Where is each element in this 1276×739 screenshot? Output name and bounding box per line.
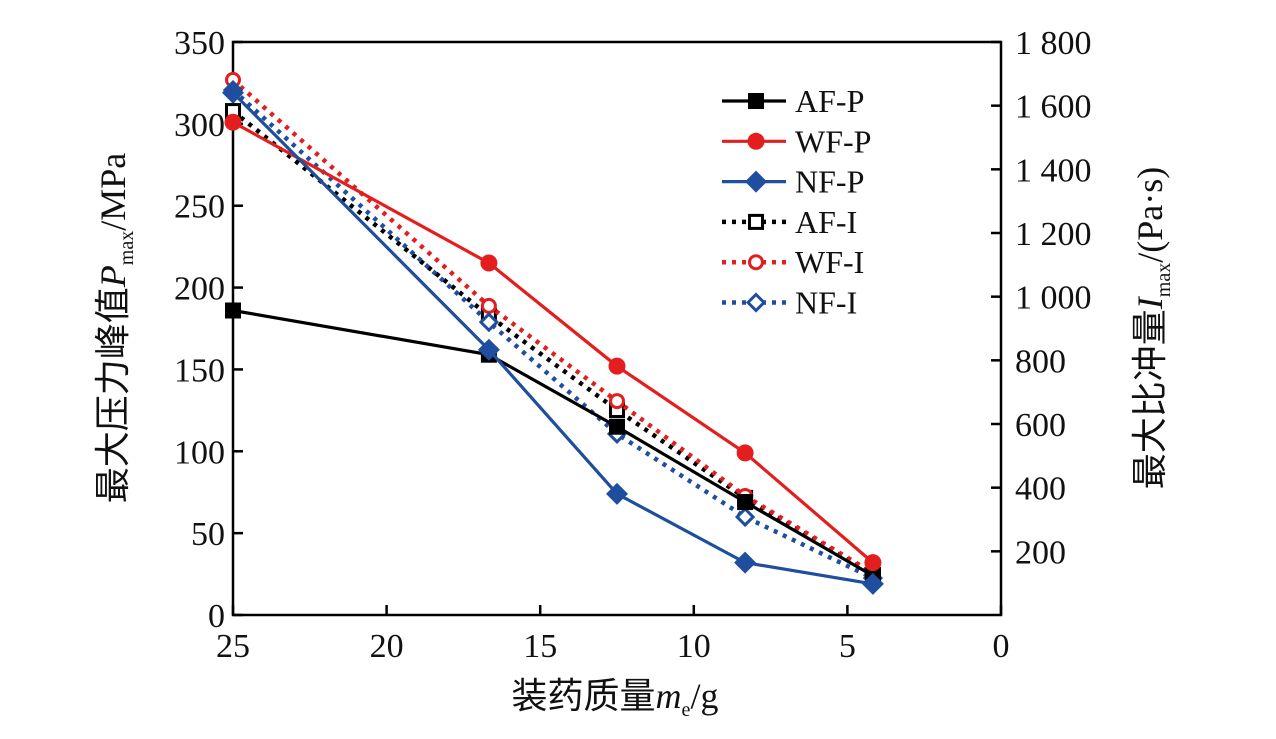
legend-marker	[748, 213, 764, 230]
legend-marker	[747, 132, 765, 150]
legend-item-af-p: AF-P	[722, 83, 864, 119]
data-point-wf-p	[736, 444, 754, 462]
legend-marker	[748, 254, 764, 271]
series-nf-p	[222, 81, 884, 595]
series-nf-i	[222, 79, 884, 589]
legend-item-wf-p: WF-P	[722, 123, 871, 159]
series-wf-p	[224, 113, 882, 572]
left-y-tick-label: 250	[174, 189, 225, 226]
x-tick-label: 0	[993, 628, 1010, 665]
right-y-tick-label: 1 600	[1015, 89, 1092, 126]
data-point-nf-p	[477, 338, 500, 361]
right-y-tick-label: 800	[1015, 343, 1066, 380]
legend-marker	[745, 292, 767, 313]
data-point-nf-p	[222, 81, 244, 104]
right-y-tick-label: 1 000	[1015, 280, 1092, 317]
left-y-tick-label: 100	[174, 434, 225, 471]
legend-label: WF-P	[795, 123, 871, 159]
series-group	[222, 71, 884, 595]
axes: 25 20 15 10 5 0050100150200250300350200400600…	[174, 25, 1092, 665]
left-y-tick-label: 50	[191, 516, 225, 553]
left-y-tick-label: 300	[174, 107, 225, 144]
data-point-wf-i	[609, 393, 625, 410]
series-line-nf-i	[231, 88, 874, 581]
data-point-nf-p	[861, 572, 884, 595]
series-line-af-p	[232, 308, 874, 578]
right-y-tick-label: 1 800	[1015, 25, 1092, 62]
legend-label: WF-I	[795, 244, 864, 280]
legend-marker	[748, 93, 764, 109]
data-point-af-p	[225, 302, 241, 319]
x-axis-title: 装药质量me/g	[512, 676, 719, 721]
data-point-nf-p	[606, 482, 628, 505]
data-point-wf-p	[480, 254, 498, 272]
data-point-wf-p	[224, 113, 242, 131]
x-tick-label: 25	[216, 628, 250, 665]
legend-label: NF-I	[795, 285, 857, 321]
x-tick-label: 15	[523, 628, 557, 665]
left-y-axis-title: 最大压力峰值Pmax/MPa	[93, 153, 138, 503]
left-y-tick-label: 350	[174, 25, 225, 62]
right-y-tick-label: 400	[1015, 471, 1066, 508]
x-tick-label: 5	[839, 628, 856, 665]
plot-frame	[231, 40, 1003, 617]
series-line-nf-p	[231, 91, 874, 586]
data-point-wf-p	[608, 357, 626, 375]
legend-item-nf-i: NF-I	[722, 285, 857, 321]
data-point-nf-i	[478, 312, 500, 333]
legend-marker	[745, 170, 767, 193]
legend-label: AF-P	[795, 83, 864, 119]
right-y-tick-label: 200	[1015, 534, 1066, 571]
data-point-af-p	[609, 418, 625, 435]
x-tick-label: 10	[677, 628, 711, 665]
x-tick-label: 20	[370, 628, 404, 665]
data-point-wf-i	[480, 297, 497, 314]
left-y-tick-label: 150	[174, 352, 225, 389]
right-y-tick-label: 1 200	[1015, 216, 1092, 253]
legend-item-nf-p: NF-P	[722, 164, 864, 200]
legend-label: AF-I	[795, 204, 857, 240]
data-point-nf-p	[734, 551, 757, 574]
data-point-nf-i	[734, 506, 756, 528]
right-y-axis-title: 最大比冲量Imax/(Pa·s)	[1130, 167, 1175, 489]
series-af-i	[225, 103, 881, 583]
legend-item-af-i: AF-I	[722, 204, 857, 240]
legend-item-wf-i: WF-I	[722, 244, 864, 280]
left-y-tick-label: 200	[174, 271, 225, 308]
series-af-p	[225, 302, 881, 584]
data-point-af-p	[737, 494, 754, 511]
right-y-tick-label: 1 400	[1015, 152, 1092, 189]
legend-label: NF-P	[795, 164, 864, 200]
data-point-wf-p	[864, 554, 882, 572]
right-y-tick-label: 600	[1015, 407, 1066, 444]
left-y-tick-label: 0	[208, 598, 225, 635]
legend: AF-P WF-P NF-P AF-I WF-I NF-I	[722, 83, 871, 321]
